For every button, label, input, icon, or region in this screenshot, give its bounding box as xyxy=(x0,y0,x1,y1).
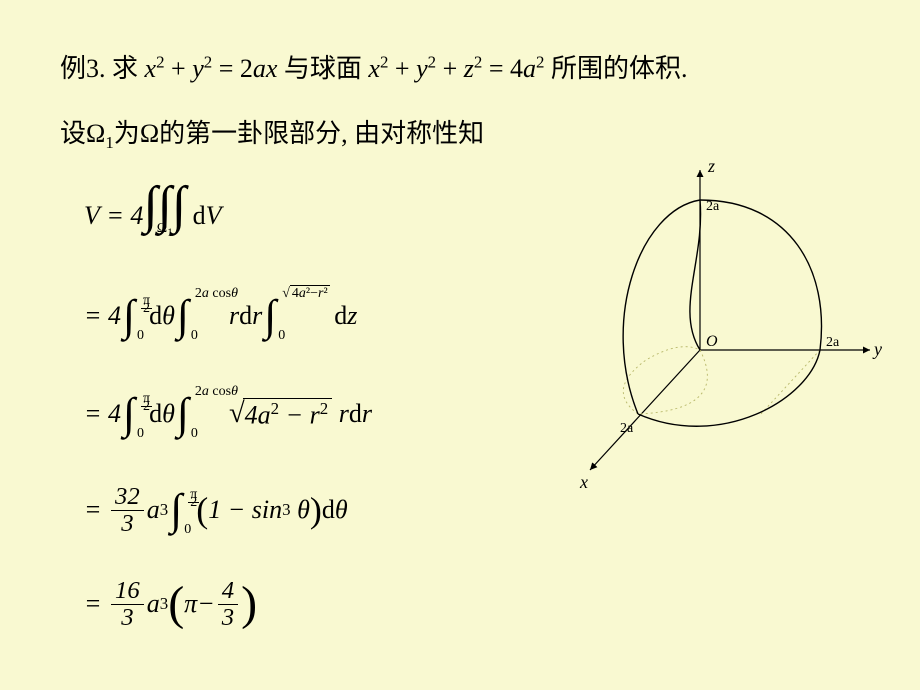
x-axis xyxy=(590,350,700,470)
problem-statement: 例3. 求 x2 + y2 = 2ax 与球面 x2 + y2 + z2 = 4… xyxy=(60,48,687,85)
x-tick: 2a xyxy=(620,421,634,436)
problem-prefix: 例3. 求 xyxy=(60,54,138,83)
problem-mid: 与球面 xyxy=(284,54,362,83)
frac-32-3: 32 3 xyxy=(111,484,144,537)
hidden-edge xyxy=(760,350,820,415)
frac-16-3: 16 3 xyxy=(111,578,144,631)
origin-label: O xyxy=(706,333,718,350)
setup-prefix: 设 xyxy=(60,119,86,148)
x-label: x xyxy=(579,472,588,492)
volume-diagram: z y x O 2a 2a 2a xyxy=(530,150,890,510)
frac-4-3: 4 3 xyxy=(218,578,238,631)
setup-mid1: 为 xyxy=(114,119,140,148)
cylinder-seam xyxy=(690,200,701,350)
equation-5: = 16 3 a3 ( π − 4 3 ) xyxy=(84,571,687,637)
sphere-arc-yz xyxy=(700,200,822,350)
problem-suffix: 所围的体积. xyxy=(551,54,688,83)
y-label: y xyxy=(872,339,882,359)
y-tick: 2a xyxy=(826,335,840,350)
triple-integral: ∫∫∫ Ω1 xyxy=(143,194,186,238)
setup-line: 设Ω1为Ω的第一卦限部分, 由对称性知 xyxy=(60,113,687,153)
setup-rest: 的第一卦限部分, 由对称性知 xyxy=(159,119,484,148)
z-label: z xyxy=(707,156,715,176)
sphere-arc-xz xyxy=(623,200,700,414)
cylinder-base xyxy=(623,347,707,414)
